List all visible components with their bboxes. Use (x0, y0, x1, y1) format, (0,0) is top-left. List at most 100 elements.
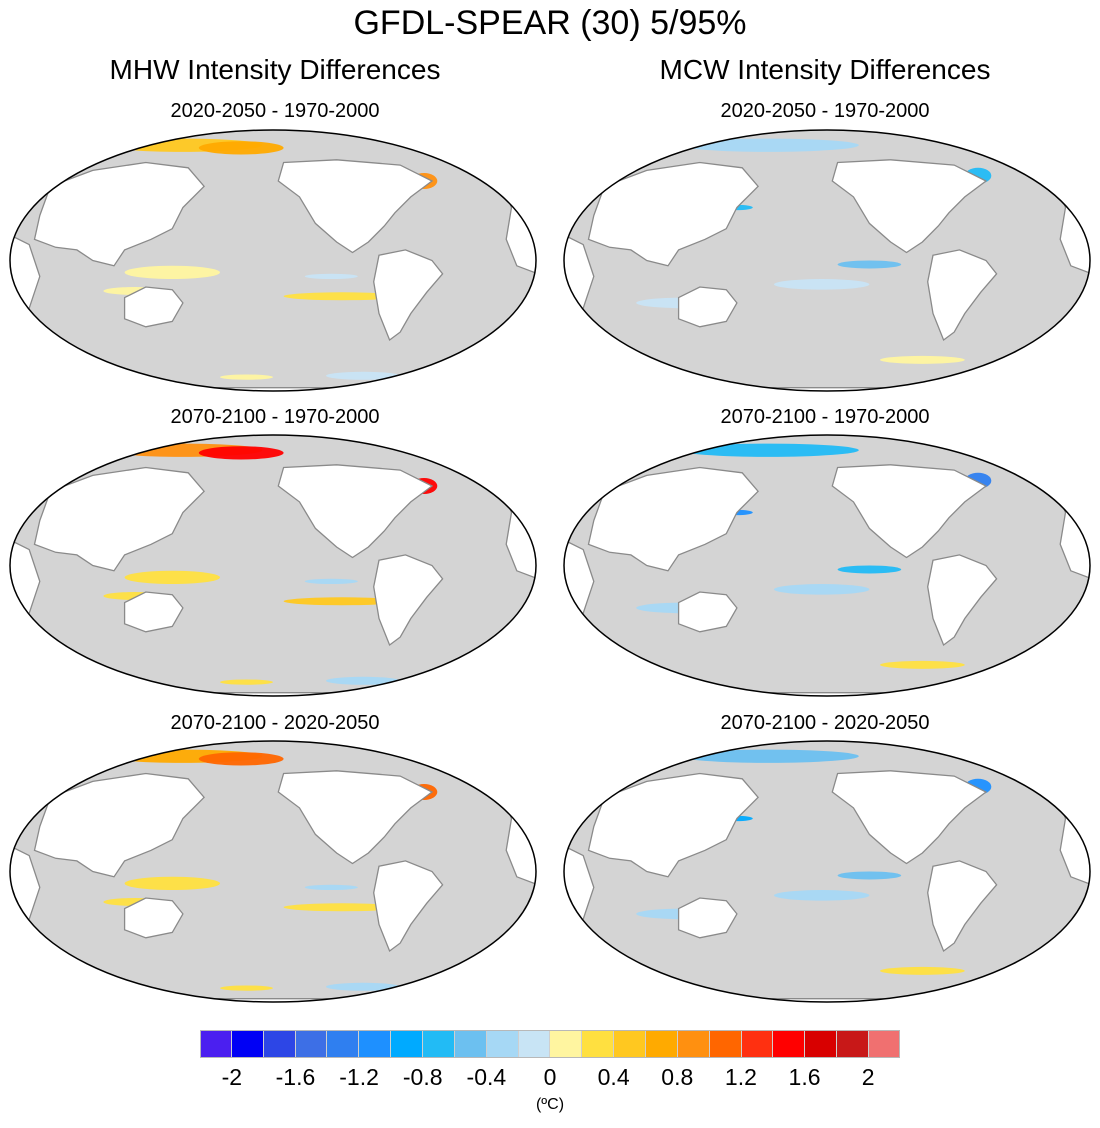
panel-title-5: 2070-2100 - 2020-2050 (170, 712, 380, 734)
colorbar-swatch (837, 1030, 870, 1058)
anomaly-region (880, 355, 965, 364)
map-border (9, 129, 537, 392)
panel-title-4: 2070-2100 - 1970-2000 (720, 406, 930, 428)
map-border (9, 740, 537, 1003)
map-panel-4 (563, 434, 1091, 697)
anomaly-region (326, 371, 401, 380)
anomaly-region (220, 374, 273, 380)
anomaly-region (774, 584, 870, 595)
map-border (563, 129, 1091, 392)
anomaly-region (124, 570, 220, 585)
colorbar-tick-label: -1.6 (275, 1064, 316, 1090)
colorbar-swatch (773, 1030, 806, 1058)
anomaly-region (880, 660, 965, 669)
anomaly-region (198, 752, 284, 766)
colorbar-swatch (391, 1030, 424, 1058)
landmass (587, 161, 759, 267)
anomaly-region (933, 377, 1008, 386)
colorbar-swatch (646, 1030, 678, 1058)
map-panel-6 (563, 740, 1091, 1003)
colorbar-tick-label: 0.8 (661, 1064, 694, 1090)
landmass (373, 860, 444, 953)
anomaly-region (837, 565, 902, 574)
anomaly-region (1017, 752, 1071, 763)
colorbar-swatch (550, 1030, 583, 1058)
column-title-mcw: MCW Intensity Differences (659, 54, 991, 85)
colorbar-tick-label: 0.4 (597, 1064, 630, 1090)
landmass (277, 770, 434, 865)
colorbar-tick-label: -2 (221, 1064, 243, 1090)
map-panel-1 (9, 129, 537, 392)
landmass (677, 286, 738, 328)
panel-title-3: 2070-2100 - 1970-2000 (170, 406, 380, 428)
colorbar-swatch (518, 1030, 551, 1058)
anomaly-region (678, 749, 859, 763)
colorbar-swatch (805, 1030, 838, 1058)
landmass (677, 591, 738, 633)
colorbar-swatch (263, 1030, 296, 1058)
colorbar-swatch (231, 1030, 264, 1058)
colorbar-swatch (741, 1030, 774, 1058)
map-panel-3 (9, 434, 537, 697)
anomaly-region (1017, 141, 1071, 152)
map-panel-2 (563, 129, 1091, 392)
anomaly-region (837, 260, 902, 269)
anomaly-region (304, 273, 358, 280)
anomaly-region (837, 871, 902, 880)
anomaly-region (678, 138, 859, 152)
anomaly-region (283, 597, 401, 606)
landmass (33, 466, 205, 572)
panel-title-2: 2020-2050 - 1970-2000 (720, 100, 930, 122)
landmass (587, 466, 759, 572)
anomaly-region (326, 676, 401, 685)
landmass (927, 554, 998, 647)
colorbar-swatch (423, 1030, 455, 1058)
colorbar-tick-label: 0 (543, 1064, 557, 1090)
landmass (33, 772, 205, 878)
anomaly-region (880, 966, 965, 975)
anomaly-region (304, 884, 358, 891)
map-border (9, 434, 537, 697)
landmass (33, 161, 205, 267)
colorbar-tick-label: -0.8 (402, 1064, 443, 1090)
anomaly-region (933, 988, 1008, 997)
panel-title-1: 2020-2050 - 1970-2000 (170, 100, 380, 122)
anomaly-region (220, 679, 273, 685)
anomaly-region (198, 141, 284, 155)
landmass (831, 770, 988, 865)
landmass (373, 249, 444, 342)
anomaly-region (283, 292, 401, 301)
landmass (831, 159, 988, 254)
landmass (587, 772, 759, 878)
colorbar-tick-label: -0.4 (466, 1064, 507, 1090)
column-title-mhw: MHW Intensity Differences (109, 54, 441, 85)
map-border (563, 740, 1091, 1003)
anomaly-region (774, 890, 870, 901)
anomaly-region (198, 446, 284, 460)
colorbar (200, 1030, 900, 1058)
landmass (677, 897, 738, 939)
anomaly-region (678, 443, 859, 457)
anomaly-region (1017, 446, 1071, 457)
colorbar-swatch (709, 1030, 742, 1058)
colorbar-tick-label: 1.2 (724, 1064, 757, 1090)
landmass (927, 860, 998, 953)
panel-title-6: 2070-2100 - 2020-2050 (720, 712, 930, 734)
anomaly-region (326, 982, 401, 991)
colorbar-swatch (295, 1030, 328, 1058)
landmass (831, 464, 988, 559)
anomaly-region (124, 876, 220, 891)
anomaly-region (124, 265, 220, 280)
colorbar-swatch (327, 1030, 360, 1058)
colorbar-tick-label: 1.6 (788, 1064, 821, 1090)
landmass (277, 159, 434, 254)
landmass (123, 591, 184, 633)
anomaly-region (304, 578, 358, 585)
map-border (563, 434, 1091, 697)
figure-title: GFDL-SPEAR (30) 5/95% (353, 4, 747, 42)
colorbar-unit: (ºC) (535, 1096, 565, 1113)
landmass (123, 286, 184, 328)
colorbar-tick-label: -1.2 (339, 1064, 379, 1090)
colorbar-swatch (359, 1030, 392, 1058)
anomaly-region (933, 682, 1008, 691)
